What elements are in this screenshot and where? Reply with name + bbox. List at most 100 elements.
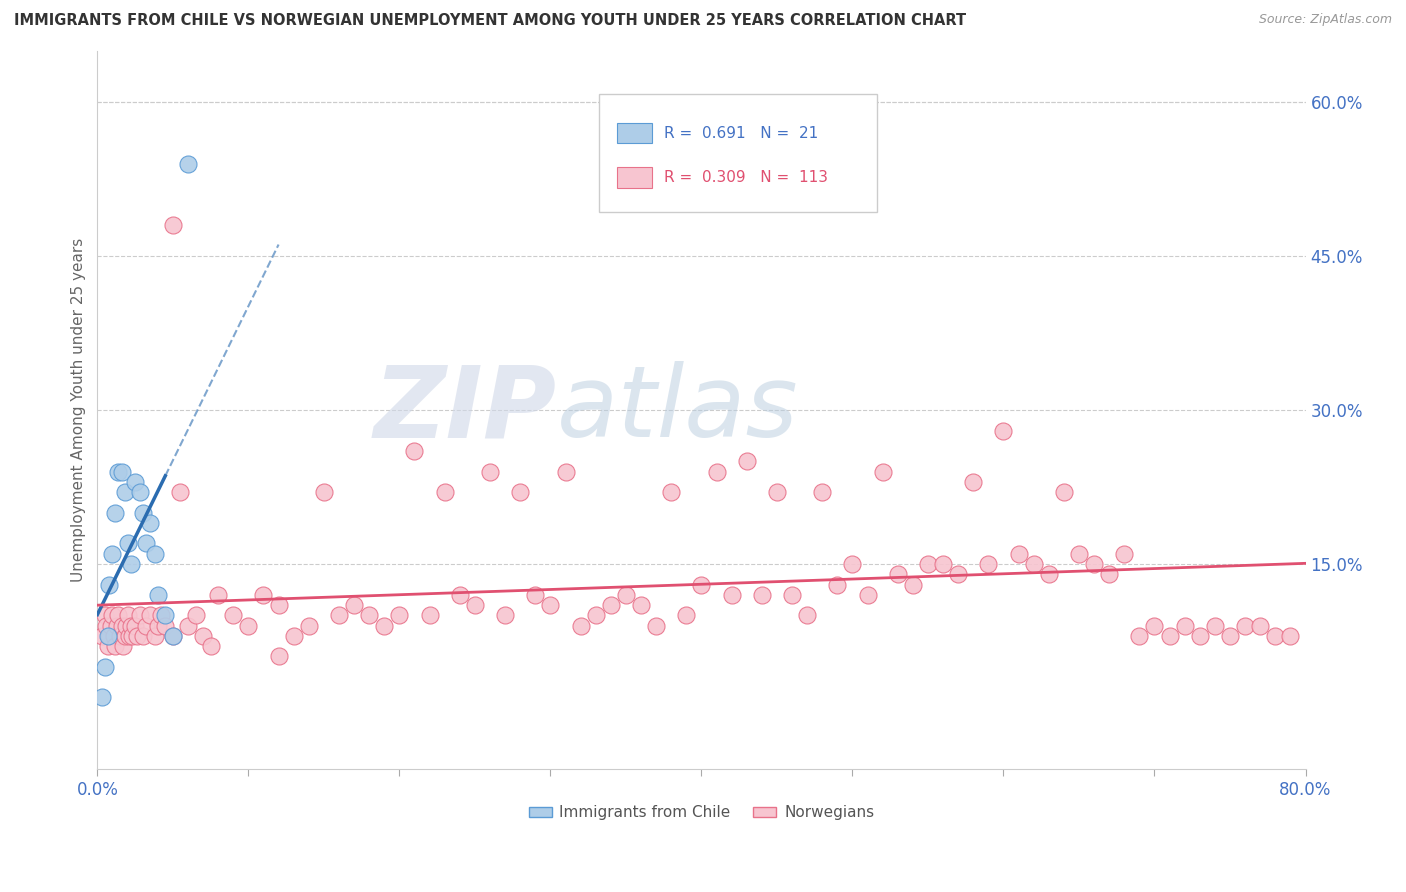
Point [811,485,834,500]
Point [101,608,124,623]
Point [118,629,141,643]
Point [343,598,366,612]
Point [917,557,939,571]
Point [796,608,818,623]
Point [1279,629,1302,643]
Point [128,485,150,500]
Text: IMMIGRANTS FROM CHILE VS NORWEGIAN UNEMPLOYMENT AMONG YOUTH UNDER 25 YEARS CORRE: IMMIGRANTS FROM CHILE VS NORWEGIAN UNEMP… [14,13,966,29]
Point [117,608,139,623]
Point [238,618,260,632]
Point [449,588,471,602]
FancyBboxPatch shape [617,167,652,188]
FancyBboxPatch shape [599,94,876,212]
Point [149,608,172,623]
Point [90,629,112,643]
Text: Source: ZipAtlas.com: Source: ZipAtlas.com [1258,13,1392,27]
Point [569,618,592,632]
Point [94,608,117,623]
Point [101,547,124,561]
Point [283,629,305,643]
Point [131,506,153,520]
Point [388,608,411,623]
Point [146,618,169,632]
Point [267,649,290,664]
Text: atlas: atlas [557,361,799,458]
Text: R =  0.691   N =  21: R = 0.691 N = 21 [664,126,818,141]
Point [419,608,441,623]
Point [1143,618,1166,632]
Point [135,618,157,632]
Point [1204,618,1226,632]
Legend: Immigrants from Chile, Norwegians: Immigrants from Chile, Norwegians [523,799,880,826]
Point [675,608,697,623]
Point [155,618,177,632]
Point [298,618,321,632]
Point [131,629,153,643]
Point [135,536,157,550]
Point [1053,485,1076,500]
Point [139,516,162,530]
Point [585,608,607,623]
Point [107,465,129,479]
Point [659,485,682,500]
Point [110,465,132,479]
Point [735,454,758,468]
Point [328,608,350,623]
Point [751,588,773,602]
Point [433,485,456,500]
Point [1067,547,1090,561]
Point [1174,618,1197,632]
Point [107,608,129,623]
FancyBboxPatch shape [617,122,652,144]
Point [207,588,229,602]
Point [479,465,502,479]
Point [464,598,486,612]
Point [105,618,128,632]
Point [1234,618,1257,632]
Point [1098,567,1121,582]
Point [766,485,789,500]
Point [509,485,531,500]
Point [177,618,200,632]
Point [706,465,728,479]
Point [100,618,122,632]
Point [524,588,547,602]
Point [1038,567,1060,582]
Point [252,588,274,602]
Point [494,608,516,623]
Point [124,618,146,632]
Point [312,485,335,500]
Point [946,567,969,582]
Point [97,639,120,653]
Point [162,629,184,643]
Point [841,557,863,571]
Point [1114,547,1136,561]
Y-axis label: Unemployment Among Youth under 25 years: Unemployment Among Youth under 25 years [72,238,86,582]
Point [720,588,742,602]
Point [97,629,120,643]
Point [827,577,849,591]
Point [1007,547,1029,561]
Point [139,608,162,623]
Point [103,629,125,643]
Point [111,639,134,653]
Point [630,598,652,612]
Point [554,465,576,479]
Point [104,506,127,520]
Point [155,608,177,623]
Point [114,629,136,643]
Point [184,608,207,623]
Point [98,629,121,643]
Point [887,567,910,582]
Point [1249,618,1271,632]
Point [977,557,1000,571]
Point [780,588,803,602]
Point [1219,629,1241,643]
Point [1264,629,1286,643]
Point [177,156,200,170]
Point [200,639,222,653]
Point [115,618,138,632]
Point [143,629,166,643]
Point [856,588,879,602]
Point [1159,629,1181,643]
